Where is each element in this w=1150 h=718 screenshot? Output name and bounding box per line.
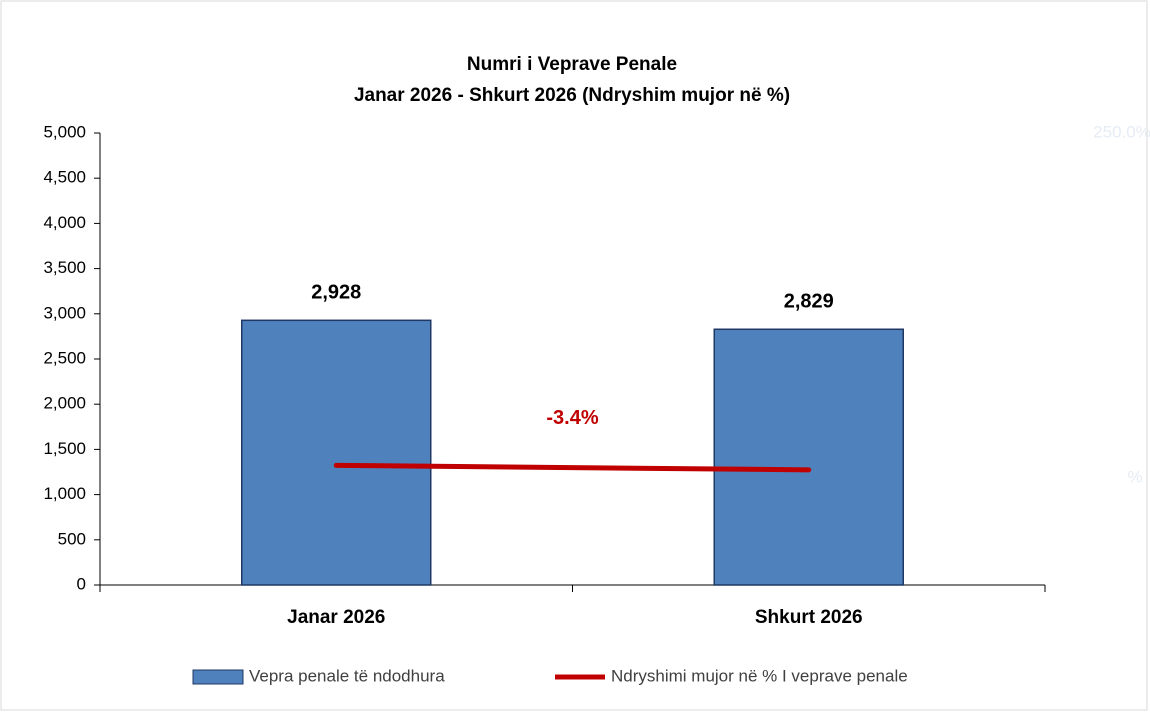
y2-axis-label: % (1127, 467, 1142, 486)
data-label: 2,928 (311, 282, 361, 304)
chart-subtitle: Janar 2026 - Shkurt 2026 (Ndryshim mujor… (354, 85, 790, 106)
data-label: 2,829 (784, 291, 834, 313)
y-tick-label: 5,000 (43, 122, 86, 141)
chart-title: Numri i Veprave Penale (467, 54, 677, 75)
y-tick-label: 2,500 (43, 348, 86, 367)
y-tick-label: 1,000 (43, 484, 86, 503)
y-tick-label: 0 (77, 574, 86, 593)
y-tick-label: 4,500 (43, 168, 86, 187)
legend-label: Vepra penale të ndodhura (249, 666, 445, 685)
bar (713, 328, 904, 586)
data-label: -3.4% (546, 407, 598, 429)
y-tick-label: 3,000 (43, 303, 86, 322)
bar (241, 319, 432, 586)
y-tick-label: 2,000 (43, 394, 86, 413)
x-tick-label: Janar 2026 (287, 607, 385, 628)
line (333, 462, 812, 473)
legend-swatch (192, 669, 244, 685)
y-tick-label: 4,000 (43, 213, 86, 232)
y-tick-label: 3,500 (43, 258, 86, 277)
y-tick-label: 500 (58, 529, 86, 548)
legend-label: Ndryshimi mujor në % I veprave penale (611, 666, 908, 685)
y-tick-label: 1,500 (43, 439, 86, 458)
x-tick-label: Shkurt 2026 (755, 607, 863, 628)
y2-tick-label: 250.0% (1093, 122, 1150, 141)
